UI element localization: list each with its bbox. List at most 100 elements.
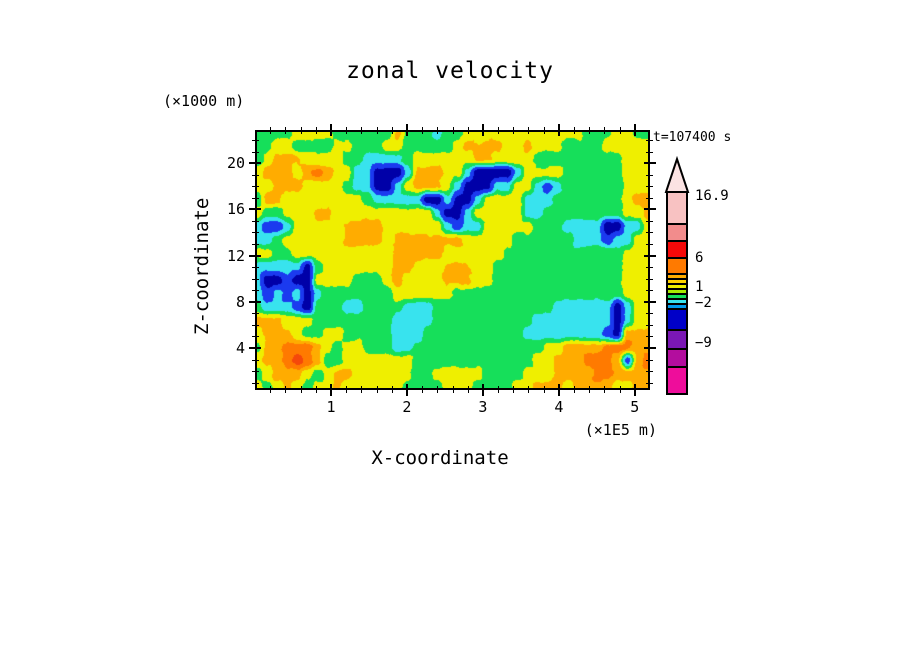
y-minor-tick xyxy=(252,140,259,142)
x-minor-tick xyxy=(574,386,576,393)
x-major-tick xyxy=(481,124,484,136)
x-axis-title: X-coordinate xyxy=(371,447,509,469)
x-minor-tick xyxy=(422,386,424,393)
x-major-tick xyxy=(481,384,484,396)
y-minor-tick xyxy=(252,244,259,246)
x-tick-label: 3 xyxy=(478,398,488,416)
y-major-tick xyxy=(249,347,261,350)
x-minor-tick xyxy=(285,127,287,134)
contour-field-canvas xyxy=(257,132,648,388)
y-axis-title: Z-coordinate xyxy=(191,197,213,335)
y-minor-tick xyxy=(252,324,259,326)
y-minor-tick xyxy=(252,186,259,188)
y-minor-tick xyxy=(646,313,653,315)
colorbar-segment xyxy=(668,295,686,300)
page-title: zonal velocity xyxy=(346,58,554,84)
y-minor-tick xyxy=(646,336,653,338)
colorbar-segment xyxy=(668,310,686,331)
colorbar xyxy=(666,191,688,395)
x-minor-tick xyxy=(589,386,591,393)
colorbar-segment xyxy=(668,331,686,350)
x-tick-label: 4 xyxy=(554,398,564,416)
y-tick-label: 16 xyxy=(226,200,245,219)
x-minor-tick xyxy=(315,386,317,393)
y-minor-tick xyxy=(646,151,653,153)
y-minor-tick xyxy=(252,371,259,373)
colorbar-segment xyxy=(668,368,686,393)
colorbar-segment xyxy=(668,285,686,290)
x-minor-tick xyxy=(376,127,378,134)
x-minor-tick xyxy=(589,127,591,134)
x-tick-label: 2 xyxy=(402,398,412,416)
x-minor-tick xyxy=(270,386,272,393)
colorbar-segment xyxy=(668,350,686,368)
colorbar-segment xyxy=(668,300,686,305)
colorbar-label: 6 xyxy=(695,250,704,266)
x-axis-unit-label: (×1E5 m) xyxy=(584,421,657,439)
y-major-tick xyxy=(249,208,261,211)
y-major-tick xyxy=(249,254,261,257)
x-minor-tick xyxy=(452,127,454,134)
x-minor-tick xyxy=(270,127,272,134)
y-minor-tick xyxy=(646,267,653,269)
x-minor-tick xyxy=(391,127,393,134)
y-major-tick xyxy=(249,162,261,165)
x-minor-tick xyxy=(346,386,348,393)
y-minor-tick xyxy=(646,371,653,373)
colorbar-segment xyxy=(668,193,686,225)
x-minor-tick xyxy=(543,127,545,134)
x-tick-label: 5 xyxy=(630,398,640,416)
x-minor-tick xyxy=(543,386,545,393)
y-major-tick xyxy=(644,347,656,350)
y-major-tick xyxy=(644,208,656,211)
y-minor-tick xyxy=(646,244,653,246)
colorbar-segment xyxy=(668,242,686,259)
time-annotation: t=107400 s xyxy=(653,130,732,145)
y-major-tick xyxy=(249,300,261,303)
y-minor-tick xyxy=(646,359,653,361)
y-tick-label: 4 xyxy=(235,339,245,358)
y-major-tick xyxy=(644,254,656,257)
y-tick-label: 12 xyxy=(226,246,245,265)
y-minor-tick xyxy=(252,290,259,292)
x-major-tick xyxy=(557,384,560,396)
x-minor-tick xyxy=(315,127,317,134)
x-minor-tick xyxy=(300,386,302,393)
x-minor-tick xyxy=(513,127,515,134)
x-minor-tick xyxy=(528,127,530,134)
colorbar-segment xyxy=(668,280,686,285)
colorbar-segment xyxy=(668,259,686,275)
plot-frame xyxy=(255,130,650,390)
colorbar-segment xyxy=(668,275,686,280)
x-minor-tick xyxy=(422,127,424,134)
y-minor-tick xyxy=(646,174,653,176)
x-minor-tick xyxy=(391,386,393,393)
x-minor-tick xyxy=(467,386,469,393)
colorbar-label: −9 xyxy=(695,335,712,351)
colorbar-segment xyxy=(668,290,686,295)
x-major-tick xyxy=(633,124,636,136)
y-minor-tick xyxy=(646,197,653,199)
x-minor-tick xyxy=(574,127,576,134)
x-minor-tick xyxy=(285,386,287,393)
x-major-tick xyxy=(329,124,332,136)
x-minor-tick xyxy=(619,386,621,393)
y-axis-unit-label: (×1000 m) xyxy=(163,92,245,110)
x-major-tick xyxy=(405,124,408,136)
y-minor-tick xyxy=(252,382,259,384)
y-minor-tick xyxy=(252,174,259,176)
colorbar-label: 16.9 xyxy=(695,188,729,204)
y-tick-label: 20 xyxy=(226,154,245,173)
colorbar-label: −2 xyxy=(695,295,712,311)
y-minor-tick xyxy=(252,220,259,222)
y-minor-tick xyxy=(252,278,259,280)
x-major-tick xyxy=(557,124,560,136)
x-minor-tick xyxy=(528,386,530,393)
y-minor-tick xyxy=(646,382,653,384)
x-minor-tick xyxy=(513,386,515,393)
y-major-tick xyxy=(644,162,656,165)
x-minor-tick xyxy=(619,127,621,134)
x-minor-tick xyxy=(361,127,363,134)
x-minor-tick xyxy=(498,386,500,393)
